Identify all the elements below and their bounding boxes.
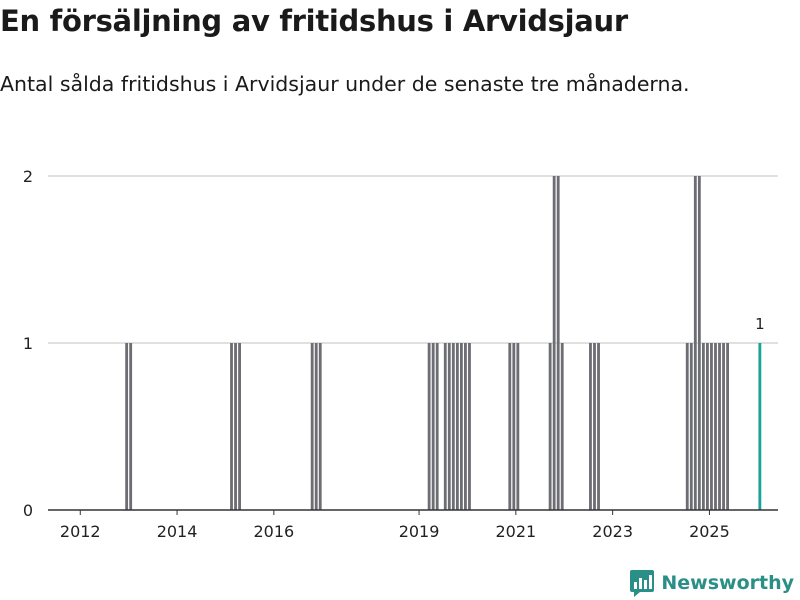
bar bbox=[697, 176, 701, 510]
bar bbox=[685, 343, 689, 510]
bar bbox=[129, 343, 133, 510]
bar bbox=[516, 343, 520, 510]
newsworthy-logo-icon bbox=[630, 570, 655, 597]
bar bbox=[718, 343, 721, 510]
bar bbox=[552, 176, 556, 510]
bar bbox=[512, 343, 516, 510]
latest-value-label: 1 bbox=[755, 315, 765, 333]
bar bbox=[234, 343, 237, 510]
bar bbox=[706, 343, 709, 510]
bar bbox=[318, 343, 322, 510]
bar bbox=[714, 343, 717, 510]
x-tick-label: 2021 bbox=[495, 522, 536, 541]
brand-name: Newsworthy bbox=[661, 572, 794, 594]
bar bbox=[593, 343, 596, 510]
bar bbox=[230, 343, 233, 510]
y-tick-label: 0 bbox=[23, 501, 33, 520]
y-axis-ticks: 0 1 2 bbox=[23, 167, 33, 520]
bar bbox=[314, 343, 318, 510]
x-tick-label: 2016 bbox=[253, 522, 294, 541]
chart-subtitle: Antal sålda fritidshus i Arvidsjaur unde… bbox=[0, 72, 690, 96]
x-axis-ticks: 2012 2014 2016 2019 2021 2023 2025 bbox=[60, 510, 730, 541]
bar bbox=[693, 176, 697, 510]
gridlines bbox=[48, 175, 778, 344]
bar bbox=[435, 343, 439, 510]
bar bbox=[451, 343, 455, 510]
bar bbox=[443, 343, 447, 510]
bar bbox=[427, 343, 431, 510]
bar bbox=[447, 343, 451, 510]
bar bbox=[701, 343, 705, 510]
bar bbox=[431, 343, 435, 510]
bar bbox=[556, 176, 560, 510]
bar bbox=[710, 343, 713, 510]
brand-logo: Newsworthy bbox=[629, 568, 794, 598]
x-tick-label: 2025 bbox=[689, 522, 730, 541]
bar bbox=[459, 343, 463, 510]
bar bbox=[508, 343, 512, 510]
x-tick-label: 2019 bbox=[399, 522, 440, 541]
x-tick-label: 2014 bbox=[157, 522, 198, 541]
chart-title: En försäljning av fritidshus i Arvidsjau… bbox=[0, 4, 628, 38]
bar bbox=[597, 343, 600, 510]
bar bbox=[726, 343, 730, 510]
x-tick-label: 2012 bbox=[60, 522, 101, 541]
bar bbox=[455, 343, 459, 510]
bar-latest bbox=[758, 343, 762, 510]
bar bbox=[589, 343, 592, 510]
bar bbox=[468, 343, 471, 510]
data-labels: 1 bbox=[755, 315, 765, 333]
y-tick-label: 2 bbox=[23, 167, 33, 186]
bar bbox=[464, 343, 467, 510]
bar bbox=[238, 343, 241, 510]
bar bbox=[310, 343, 314, 510]
bars bbox=[125, 176, 762, 510]
bar bbox=[722, 343, 725, 510]
y-tick-label: 1 bbox=[23, 334, 33, 353]
x-tick-label: 2023 bbox=[592, 522, 633, 541]
bar bbox=[125, 343, 129, 510]
bar bbox=[689, 343, 693, 510]
bar-chart: 0 1 2 2012 2014 2016 2019 2021 2023 2025 1 bbox=[23, 167, 778, 541]
bar bbox=[560, 343, 564, 510]
bar bbox=[548, 343, 552, 510]
